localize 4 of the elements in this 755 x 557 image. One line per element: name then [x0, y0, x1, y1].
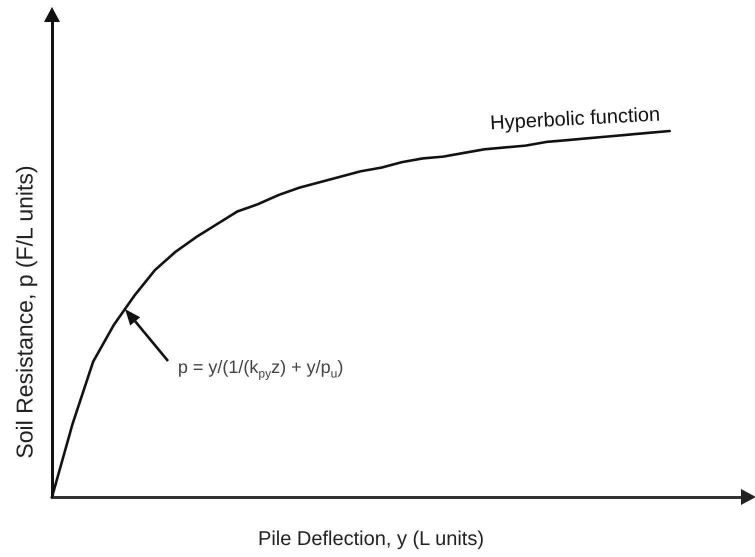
- y-axis-title: Soil Resistance, p (F/L units): [12, 165, 38, 459]
- series-label: Hyperbolic function: [490, 104, 661, 134]
- annotation: p = y/(1/(k$_{py}$z) + y/p$_{u}$): [178, 357, 344, 382]
- x-axis-title: Pile Deflection, y (L units): [258, 528, 484, 550]
